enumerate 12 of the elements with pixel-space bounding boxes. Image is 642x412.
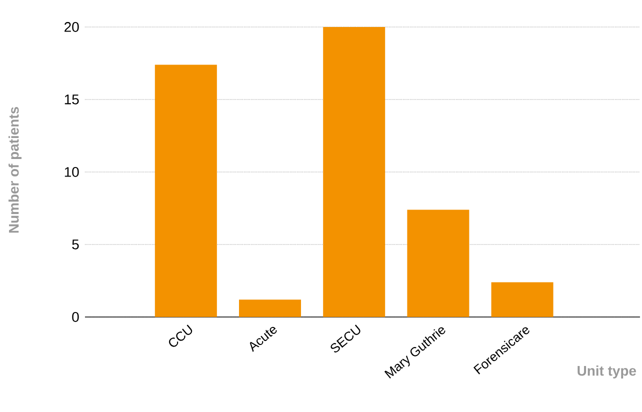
- y-tick-label: 0: [72, 312, 79, 322]
- y-tick-label: 5: [72, 240, 79, 250]
- bar: [323, 26, 386, 317]
- bar: [407, 210, 470, 317]
- x-axis-title: Unit type: [578, 365, 636, 378]
- y-tick-label: 15: [64, 94, 79, 104]
- bar: [239, 300, 302, 317]
- bar: [491, 282, 554, 317]
- y-axis-title: Number of patients: [8, 107, 22, 233]
- bar: [154, 64, 217, 317]
- y-tick-label: 20: [64, 22, 79, 32]
- y-tick-label: 10: [64, 167, 79, 177]
